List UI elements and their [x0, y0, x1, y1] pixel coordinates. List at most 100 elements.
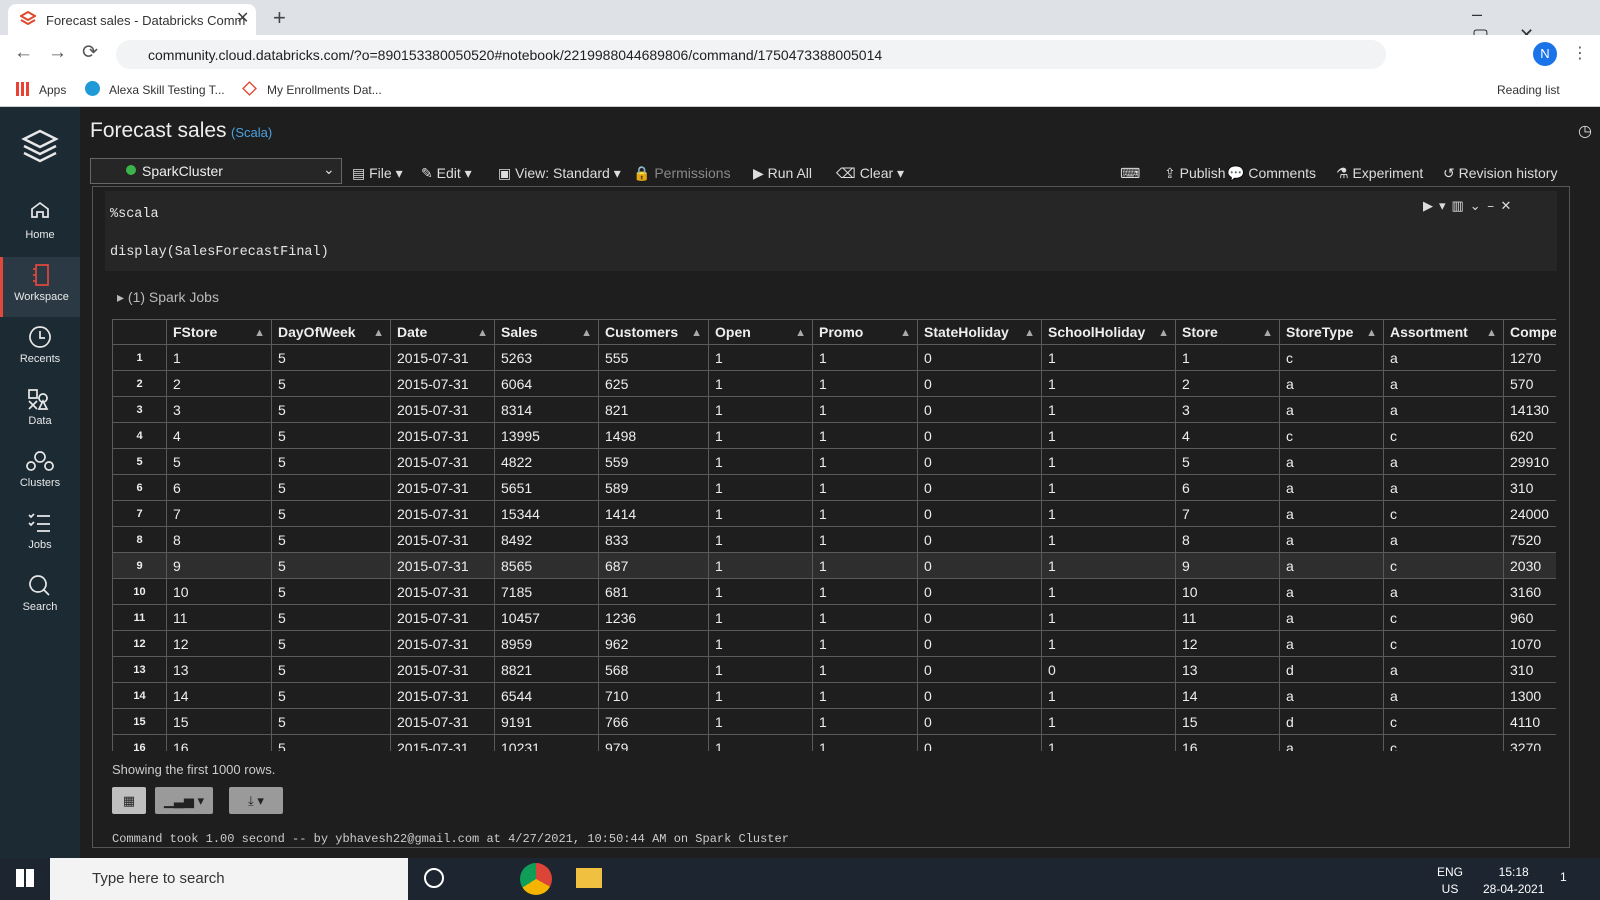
- code-editor[interactable]: %scala display(SalesForecastFinal) ▶▾▥⌄–…: [105, 191, 1557, 271]
- column-header[interactable]: StoreType ▲: [1279, 319, 1384, 345]
- sidebar-item[interactable]: Search: [0, 567, 80, 627]
- sidebar-item[interactable]: Recents: [0, 319, 80, 379]
- reading-list[interactable]: Reading list: [1497, 83, 1560, 97]
- column-header[interactable]: SchoolHoliday ▲: [1041, 319, 1176, 345]
- bookmark[interactable]: Alexa Skill Testing T...: [109, 83, 225, 97]
- table-cell: 1: [1041, 422, 1176, 449]
- table-cell: 1: [1041, 526, 1176, 553]
- row-index: 7: [112, 500, 167, 527]
- menu-item[interactable]: ▤ File ▾: [352, 165, 403, 181]
- action[interactable]: ⇪ Publish: [1164, 165, 1226, 181]
- sidebar-item[interactable]: Home: [0, 195, 80, 255]
- download-button[interactable]: ⤓ ▾: [229, 787, 283, 814]
- table-cell: 1: [1041, 734, 1176, 751]
- browser-tab[interactable]: Forecast sales - Databricks Comm: [8, 4, 256, 35]
- menu-item[interactable]: 🔒 Permissions: [633, 165, 731, 181]
- explorer-app[interactable]: [576, 868, 602, 888]
- bookmark[interactable]: My Enrollments Dat...: [267, 83, 382, 97]
- column-header[interactable]: Open ▲: [708, 319, 813, 345]
- table-cell: a: [1279, 526, 1384, 553]
- table-cell: 10457: [494, 604, 599, 631]
- notifications[interactable]: 1: [1560, 870, 1567, 884]
- table-row: 14 14 5 2015-07-31 6544 710 1 1 0 1 14 a a 1300: [112, 682, 1556, 709]
- table-cell: 5: [271, 448, 391, 475]
- table-view-button[interactable]: ▦: [112, 787, 146, 814]
- table-cell: c: [1383, 422, 1504, 449]
- menu-item[interactable]: ▶ Run All: [753, 165, 813, 181]
- input-language[interactable]: ENG US: [1437, 864, 1463, 898]
- menu[interactable]: ⋮: [1572, 45, 1588, 62]
- column-name: Customers: [605, 324, 679, 340]
- column-name: Store: [1182, 324, 1218, 340]
- url-field[interactable]: community.cloud.databricks.com/?o=890153…: [116, 40, 1386, 69]
- column-header[interactable]: Customers ▲: [598, 319, 709, 345]
- table-cell: 0: [917, 708, 1042, 735]
- profile[interactable]: N: [1533, 42, 1557, 66]
- table-cell: 2015-07-31: [390, 630, 495, 657]
- table-cell: 1: [1041, 396, 1176, 423]
- table-cell: 0: [917, 500, 1042, 527]
- cortana[interactable]: [424, 868, 444, 888]
- start-button[interactable]: [16, 869, 34, 887]
- search-box[interactable]: Type here to search: [50, 858, 408, 900]
- column-header[interactable]: DayOfWeek ▲: [271, 319, 391, 345]
- close-tab[interactable]: ✕: [236, 10, 250, 27]
- action[interactable]: 💬 Comments: [1227, 165, 1317, 181]
- table-cell: 8565: [494, 552, 599, 579]
- sort-icon: ▲: [373, 327, 384, 339]
- header-icons[interactable]: ◷?: [1578, 123, 1600, 140]
- sort-icon: ▲: [1366, 327, 1377, 339]
- table-cell: 2015-07-31: [390, 370, 495, 397]
- menu-item[interactable]: ✎ Edit ▾: [421, 165, 472, 181]
- clock[interactable]: 15:18 28-04-2021: [1483, 864, 1544, 898]
- table-cell: 0: [917, 656, 1042, 683]
- cluster-select[interactable]: SparkCluster ⌄: [90, 158, 342, 184]
- table-cell: 12: [1175, 630, 1280, 657]
- sidebar-item[interactable]: Jobs: [0, 505, 80, 565]
- column-header[interactable]: Sales ▲: [494, 319, 599, 345]
- new-tab[interactable]: +: [273, 5, 286, 30]
- column-header[interactable]: StateHoliday ▲: [917, 319, 1042, 345]
- nav-buttons[interactable]: ←→⟳: [14, 42, 113, 63]
- column-header[interactable]: Promo ▲: [812, 319, 918, 345]
- action[interactable]: ↺ Revision history: [1443, 165, 1558, 181]
- table-cell: 6544: [494, 682, 599, 709]
- column-name: Assortment: [1390, 324, 1468, 340]
- table-cell: 2015-07-31: [390, 500, 495, 527]
- column-header[interactable]: Date ▲: [390, 319, 495, 345]
- logo: [21, 129, 59, 163]
- region: US: [1441, 882, 1459, 896]
- keyboard-shortcuts[interactable]: ⌨: [1120, 165, 1141, 181]
- sidebar-item[interactable]: Workspace: [0, 257, 80, 317]
- chrome-app[interactable]: [520, 863, 552, 895]
- column-header[interactable]: FStore ▲: [166, 319, 272, 345]
- table-cell: 1: [812, 344, 918, 371]
- table-cell: 1: [1041, 344, 1176, 371]
- menu-item[interactable]: ⌫ Clear ▾: [836, 165, 905, 181]
- table-cell: 1: [812, 370, 918, 397]
- row-index: 11: [112, 604, 167, 631]
- table-cell: 5: [271, 552, 391, 579]
- table-cell: 0: [917, 526, 1042, 553]
- chart-button[interactable]: ▁▃▅ ▾: [155, 787, 213, 814]
- menu-item[interactable]: ▣ View: Standard ▾: [498, 165, 621, 181]
- column-header[interactable]: Assortment ▲: [1383, 319, 1504, 345]
- command-info: Command took 1.00 second -- by ybhavesh2…: [112, 832, 789, 846]
- spark-jobs[interactable]: ▸ (1) Spark Jobs: [117, 289, 219, 305]
- table-cell: 15: [1175, 708, 1280, 735]
- bookmark-icon: [242, 81, 257, 96]
- action-label: Publish: [1179, 165, 1226, 181]
- column-header[interactable]: Competi▲: [1503, 319, 1556, 345]
- bookmark[interactable]: Apps: [39, 83, 67, 97]
- sidebar-icon: [28, 513, 50, 532]
- table-cell: 1: [812, 396, 918, 423]
- table-cell: 6064: [494, 370, 599, 397]
- action[interactable]: ⚗ Experiment: [1336, 165, 1424, 181]
- sidebar-item[interactable]: Clusters: [0, 443, 80, 503]
- table-cell: 8: [1175, 526, 1280, 553]
- column-name: SchoolHoliday: [1048, 324, 1146, 340]
- column-header[interactable]: Store ▲: [1175, 319, 1280, 345]
- sidebar-item[interactable]: Data: [0, 381, 80, 441]
- cell-actions[interactable]: ▶▾▥⌄–✕: [1423, 199, 1518, 214]
